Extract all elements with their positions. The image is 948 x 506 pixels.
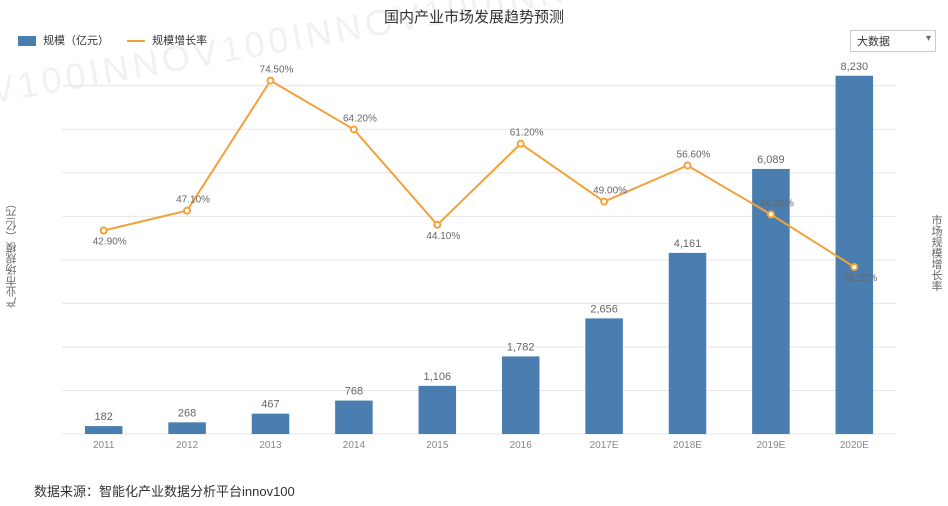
line-point [768,211,774,217]
bar [168,422,206,434]
line-value-label: 56.60% [677,150,711,161]
svg-text:2011: 2011 [93,440,115,451]
bar-value-label: 1,106 [424,371,452,383]
line-point [685,163,691,169]
line-value-label: 44.10% [426,231,460,242]
bar [419,386,457,434]
line-point [184,208,190,214]
bar [502,356,540,434]
line-value-label: 47.10% [176,195,210,206]
line-value-label: 42.90% [93,237,127,248]
line-point [101,228,107,234]
y-axis-left-title: 产业市场规模（亿元） [4,198,20,308]
line-value-label: 35.20% [843,273,877,284]
svg-text:2019E: 2019E [756,440,785,451]
bar [585,318,623,434]
bar [335,401,373,434]
bar [836,76,874,434]
data-source: 数据来源：智能化产业数据分析平台innov100 [34,481,295,500]
svg-text:2014: 2014 [343,440,366,451]
line-value-label: 61.20% [510,128,544,139]
y-axis-right-title: 市场规模增长率 [928,215,944,292]
line-value-label: 74.50% [260,65,294,76]
bar-value-label: 467 [261,399,279,411]
bar-value-label: 768 [345,386,363,398]
legend-line-label: 规模增长率 [152,35,207,47]
legend-line: 规模增长率 [127,32,207,48]
svg-text:2013: 2013 [259,440,282,451]
dropdown-selected: 大数据 [857,36,890,48]
legend-bar: 规模（亿元） [18,32,109,48]
plot-area: 0K1K2K3K4K5K6K7K8K0%10%20%30%40%50%60%70… [58,60,900,452]
line-point [434,222,440,228]
svg-text:2016: 2016 [510,440,533,451]
bar-value-label: 8,230 [841,61,869,73]
line-point [601,199,607,205]
bar [252,414,290,434]
bar-value-label: 6,089 [757,154,785,166]
line-point [268,78,274,84]
svg-text:2015: 2015 [426,440,449,451]
bar-value-label: 182 [95,411,113,423]
line-value-label: 46.30% [760,198,794,209]
chart-svg: 0K1K2K3K4K5K6K7K8K0%10%20%30%40%50%60%70… [58,60,900,452]
bar [669,253,707,434]
bar [85,426,123,434]
svg-text:2017E: 2017E [590,440,619,451]
bar-value-label: 1,782 [507,341,535,353]
svg-text:2012: 2012 [176,440,199,451]
bar-value-label: 4,161 [674,238,702,250]
category-dropdown[interactable]: 大数据 [850,30,936,52]
bar-value-label: 2,656 [590,303,618,315]
chart-page: INNOV100INNOV100INNOV100INNOV100INNOV100… [0,0,948,506]
svg-text:2018E: 2018E [673,440,702,451]
line-point [851,264,857,270]
line-point [351,126,357,132]
legend-bar-swatch [18,36,36,46]
line-value-label: 49.00% [593,186,627,197]
svg-text:2020E: 2020E [840,440,869,451]
legend: 规模（亿元） 规模增长率 [18,32,207,48]
legend-bar-label: 规模（亿元） [43,35,109,47]
bar-value-label: 268 [178,407,196,419]
growth-line [104,81,855,267]
chart-title: 国内产业市场发展趋势预测 [0,6,948,27]
legend-line-swatch [127,40,145,42]
line-point [518,141,524,147]
line-value-label: 64.20% [343,113,377,124]
